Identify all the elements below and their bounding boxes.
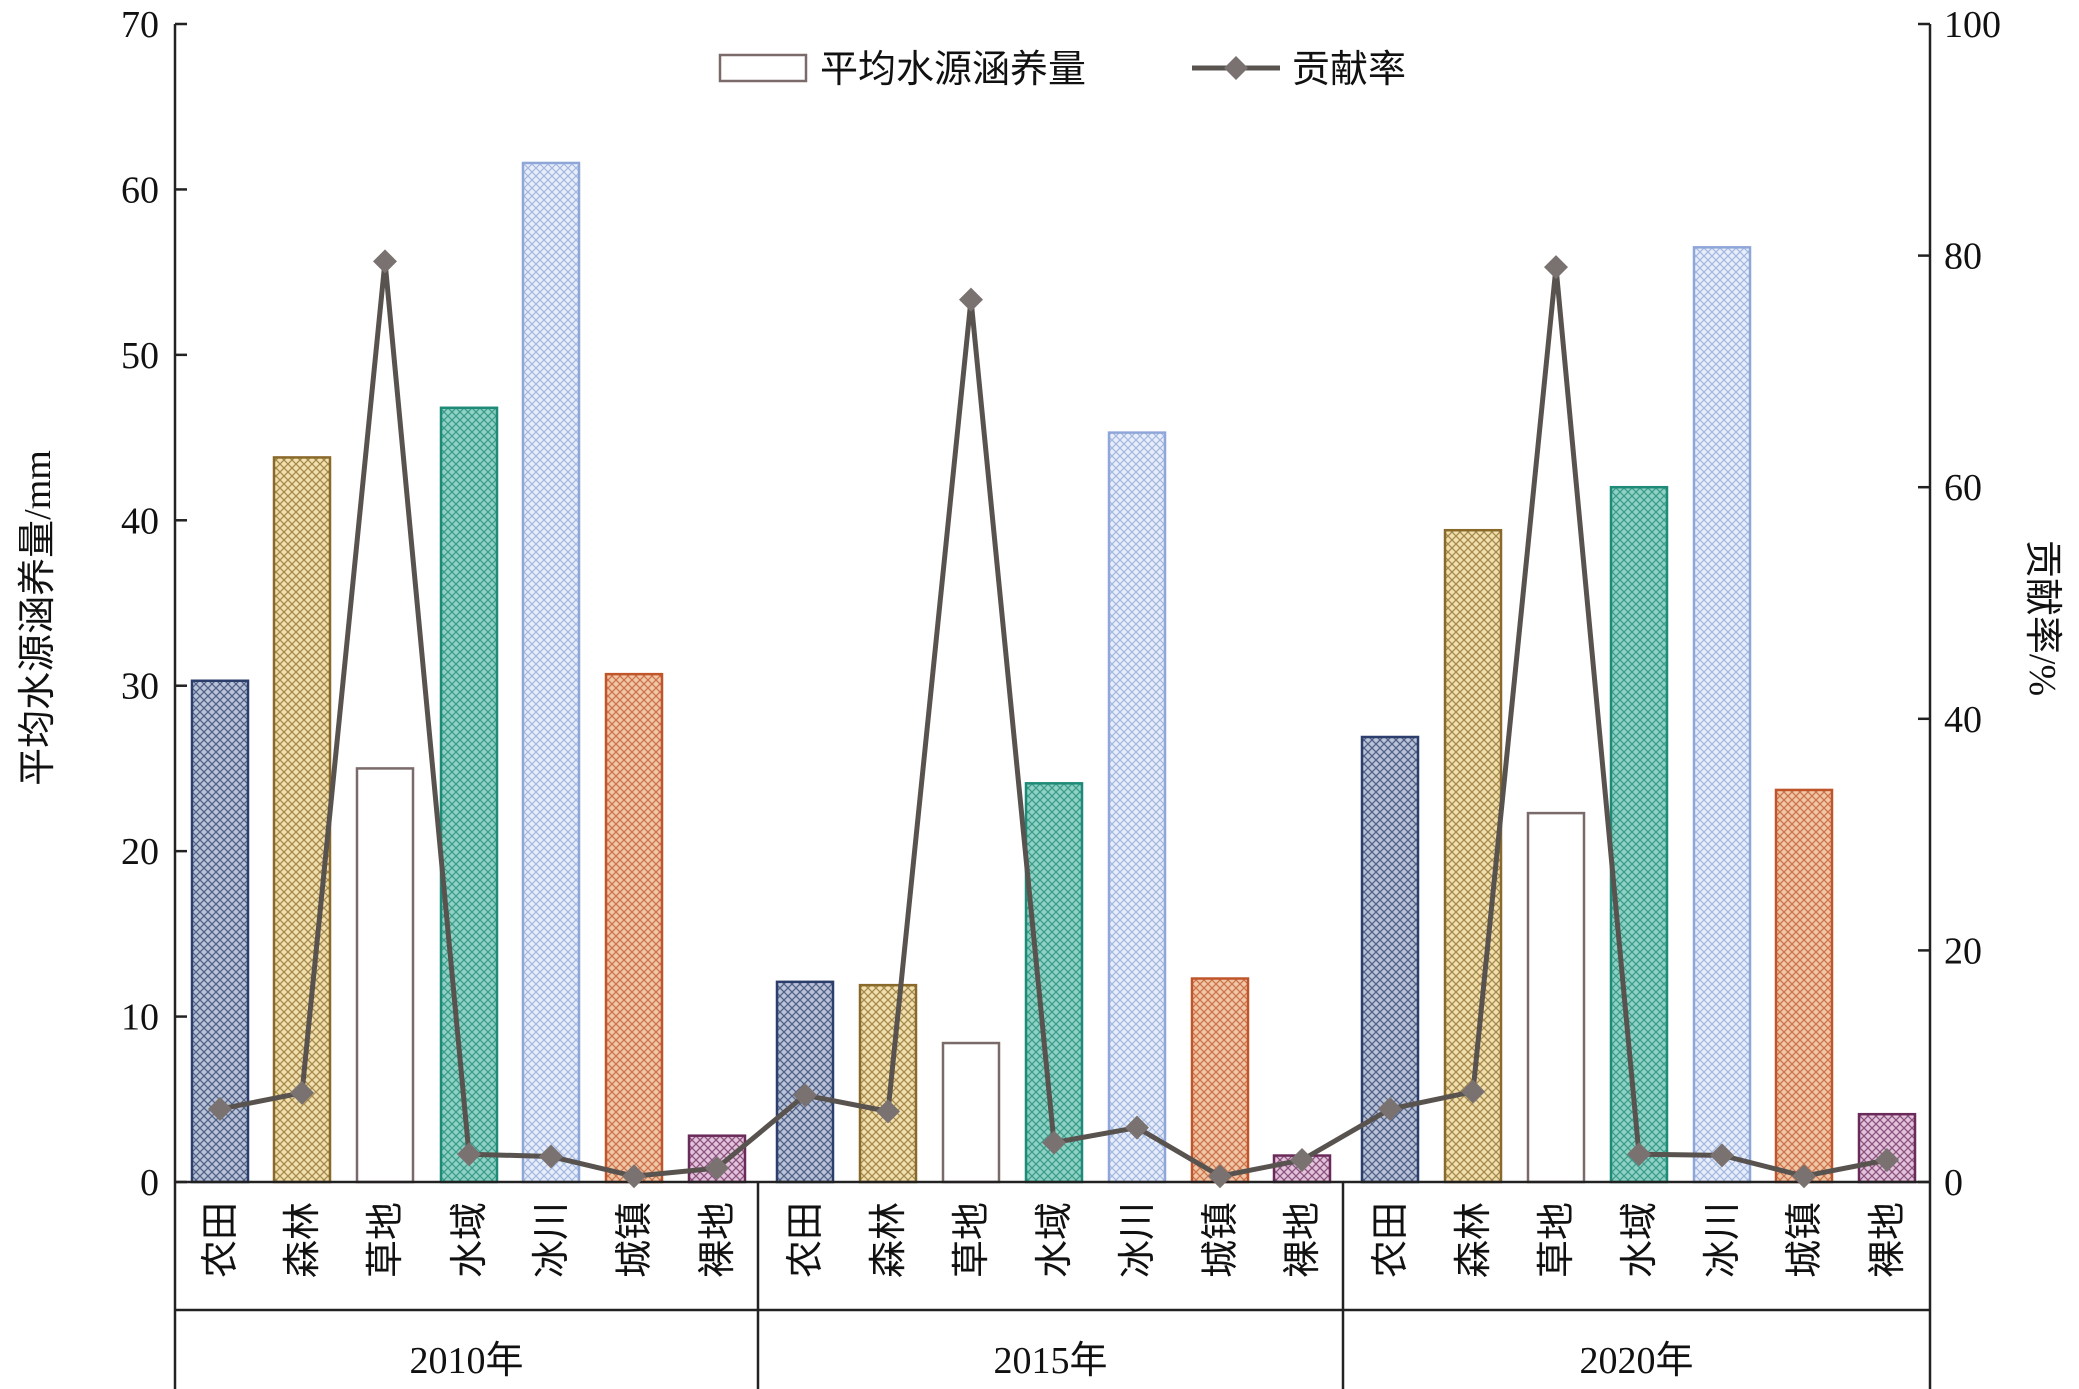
y-right-tick-label: 40 <box>1944 699 1982 741</box>
contribution-point <box>705 1156 729 1181</box>
bar-2015年-冰川 <box>1107 431 1167 1184</box>
category-label: 水域 <box>1619 1202 1661 1278</box>
category-label: 裸地 <box>1282 1202 1324 1278</box>
group-label: 2010年 <box>409 1340 523 1382</box>
y-left-tick-label: 50 <box>121 335 159 377</box>
group-label: 2020年 <box>1579 1340 1693 1382</box>
y-right-tick-label: 20 <box>1944 930 1982 972</box>
bar-2010年-水域 <box>439 406 499 1184</box>
contribution-point <box>1461 1079 1485 1104</box>
category-label: 水域 <box>1034 1202 1076 1278</box>
bar-2015年-森林 <box>858 983 918 1184</box>
contribution-point <box>1378 1097 1402 1122</box>
contribution-point <box>1208 1164 1232 1189</box>
category-label: 农田 <box>200 1202 242 1278</box>
legend-bar-swatch <box>718 53 808 83</box>
legend-diamond-marker <box>1224 56 1248 80</box>
y-left-tick-label: 30 <box>121 666 159 708</box>
bar-2015年-水域 <box>1024 782 1084 1184</box>
category-label: 草地 <box>951 1202 993 1278</box>
bar-2015年-农田 <box>775 980 835 1184</box>
category-label: 农田 <box>1370 1202 1412 1278</box>
group-label: 2015年 <box>993 1340 1107 1382</box>
bar-2020年-水域 <box>1609 485 1669 1184</box>
category-label: 森林 <box>282 1202 324 1278</box>
contribution-point <box>1042 1130 1066 1155</box>
contribution-point <box>622 1164 646 1189</box>
category-label: 农田 <box>785 1202 827 1278</box>
contribution-point <box>1544 255 1568 280</box>
category-label: 水域 <box>449 1202 491 1278</box>
contribution-point <box>373 249 397 274</box>
contribution-line-layer <box>208 249 1899 1189</box>
contribution-point <box>876 1099 900 1124</box>
contribution-point <box>1290 1147 1314 1172</box>
y-axis-right-label: 贡献率/% <box>2021 540 2063 696</box>
bar-2010年-冰川 <box>521 161 581 1184</box>
y-left-tick-label: 40 <box>121 500 159 542</box>
y-left-tick-label: 20 <box>121 831 159 873</box>
category-label: 城镇 <box>1200 1202 1242 1278</box>
category-label: 森林 <box>1453 1202 1495 1278</box>
contribution-point <box>1710 1143 1734 1168</box>
y-left-tick-label: 70 <box>121 4 159 46</box>
y-left-tick-label: 60 <box>121 169 159 211</box>
legend-line-label: 贡献率 <box>1292 49 1406 91</box>
category-label: 城镇 <box>614 1202 656 1278</box>
y-left-tick-label: 10 <box>121 997 159 1039</box>
y-right-tick-label: 80 <box>1944 236 1982 278</box>
category-label: 草地 <box>365 1202 407 1278</box>
category-label: 裸地 <box>1867 1202 1909 1278</box>
legend: 平均水源涵养量 贡献率 <box>718 49 1406 91</box>
category-label: 冰川 <box>1702 1202 1744 1278</box>
category-label: 城镇 <box>1784 1202 1826 1278</box>
category-label: 草地 <box>1536 1202 1578 1278</box>
category-label: 森林 <box>868 1202 910 1278</box>
contribution-point <box>793 1083 817 1108</box>
bar-2010年-草地 <box>355 767 415 1184</box>
contribution-point <box>290 1080 314 1105</box>
contribution-point <box>1875 1147 1899 1172</box>
legend-bar-label: 平均水源涵养量 <box>820 49 1086 91</box>
y-left-tick-label: 0 <box>140 1162 159 1204</box>
bar-2020年-草地 <box>1526 811 1586 1184</box>
category-label: 冰川 <box>1117 1202 1159 1278</box>
contribution-point <box>208 1097 232 1122</box>
y-right-tick-label: 100 <box>1944 4 2001 46</box>
y-right-tick-label: 60 <box>1944 467 1982 509</box>
bar-2020年-冰川 <box>1692 246 1752 1184</box>
bar-2015年-草地 <box>941 1041 1001 1184</box>
bar-2020年-城镇 <box>1774 788 1834 1184</box>
contribution-point <box>539 1144 563 1169</box>
contribution-point <box>457 1142 481 1167</box>
bar-2010年-森林 <box>272 456 332 1184</box>
axes-layer: 010203040506070020406080100农田 森林 草地 水域 冰川 城镇裸… <box>121 4 2001 1389</box>
contribution-point <box>1125 1115 1149 1140</box>
category-label: 冰川 <box>531 1202 573 1278</box>
contribution-point <box>959 287 983 312</box>
bars-layer <box>190 161 1917 1184</box>
bar-2015年-城镇 <box>1190 977 1250 1184</box>
bar-2010年-城镇 <box>604 672 664 1184</box>
contribution-point <box>1627 1142 1651 1167</box>
contribution-point <box>1792 1164 1816 1189</box>
y-axis-left-label: 平均水源涵养量/mm <box>17 450 59 786</box>
y-right-tick-label: 0 <box>1944 1162 1963 1204</box>
category-label: 裸地 <box>697 1202 739 1278</box>
